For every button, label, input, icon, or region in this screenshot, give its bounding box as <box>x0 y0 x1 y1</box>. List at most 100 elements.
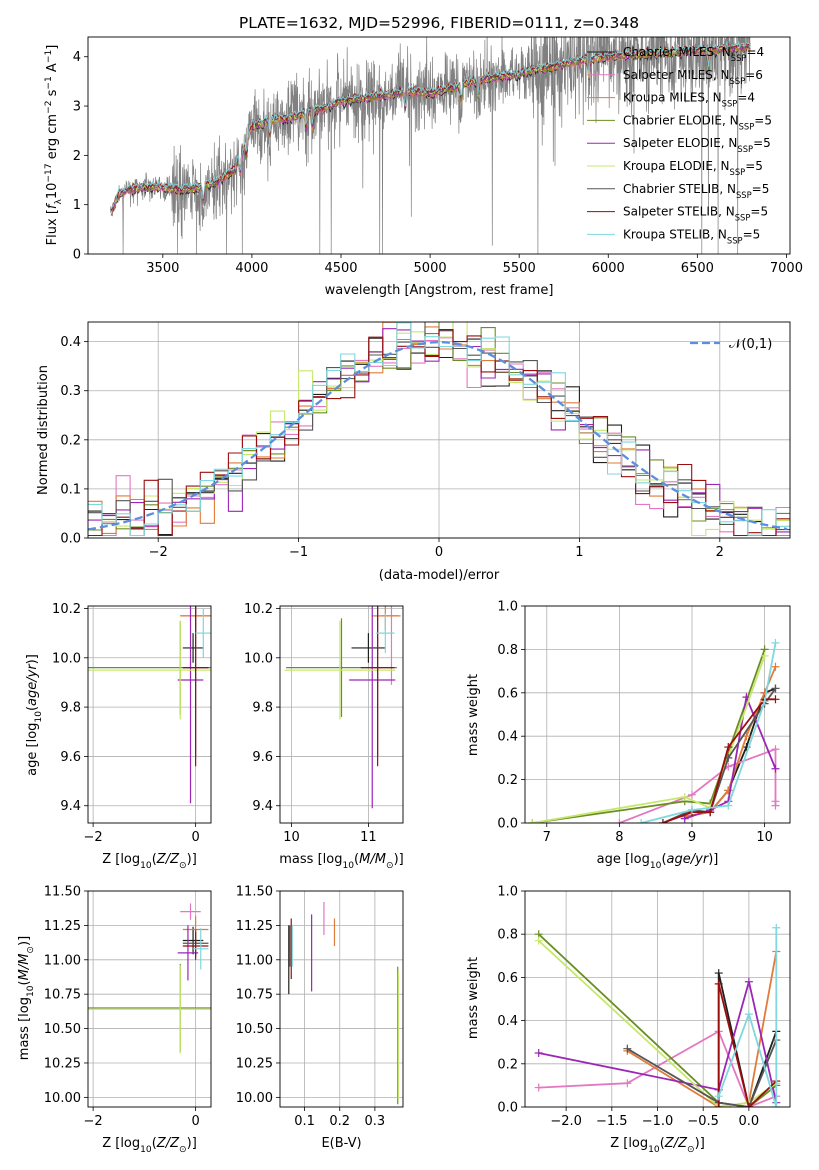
residuals-plot: −2 −1 0 1 2 0.0 0.1 0.2 0.3 0.4 (data-model)/error… <box>36 321 791 583</box>
y-tick-label: 9.4 <box>60 799 81 814</box>
y-axis-label-part: ( <box>25 706 40 711</box>
series-point <box>771 695 780 704</box>
mass-weight-vs-age-grid <box>525 605 790 824</box>
legend-label-part: SSP <box>722 99 738 109</box>
mass-vs-Z-frame: −2 0 10.00 10.25 10.50 10.75 11.00 11.25 11.50 <box>44 885 212 1129</box>
x-tick-label: −2 <box>84 1114 103 1129</box>
axes-frame <box>87 321 791 539</box>
x-tick-label: 11 <box>360 830 377 845</box>
x-axis-label-part: ⊙ <box>687 1145 695 1155</box>
y-axis-label-part: 10 <box>26 985 36 997</box>
legend-label: 𝒩(0,1) <box>729 337 772 352</box>
x-axis-label-part: )] <box>394 852 404 867</box>
series-point <box>771 801 780 810</box>
y-tick-label: 0.6 <box>497 686 518 701</box>
x-tick-label: −2 <box>84 830 103 845</box>
y-tick-label: 10.75 <box>44 988 81 1003</box>
series-point <box>724 801 733 810</box>
x-axis-label-part: ( <box>354 852 359 867</box>
legend-label: Chabrier ELODIE, NSSP=5 <box>623 113 772 131</box>
series-line-kroupa-elodie <box>532 655 766 823</box>
y-tick-label: 0.0 <box>60 532 81 547</box>
age-vs-Z-data <box>88 606 211 804</box>
series-point <box>714 1103 723 1107</box>
series-point <box>680 814 689 823</box>
y-axis-label-part: s <box>45 89 60 100</box>
series-point <box>724 743 733 752</box>
legend-label: Kroupa MILES, NSSP=4 <box>623 91 755 109</box>
legend-label-part: Kroupa MILES, N <box>623 91 722 105</box>
legend-label-part: SSP <box>735 213 751 223</box>
y-tick-label: 0.2 <box>497 1057 518 1072</box>
spectrum-model-line-kroupa-stelib <box>110 40 751 209</box>
y-axis-label-part: ] <box>45 45 60 50</box>
y-tick-label: 11.25 <box>236 919 273 934</box>
legend-label-part: SSP <box>727 235 743 245</box>
x-axis-label-part: ⊙ <box>386 861 394 871</box>
legend: 𝒩(0,1) <box>690 337 772 352</box>
x-tick-label: 0 <box>435 545 443 560</box>
mass-weight-vs-age-data <box>528 638 780 823</box>
legend-label: Kroupa ELODIE, NSSP=5 <box>623 159 763 177</box>
x-axis-label: Z [log10(Z/Z⊙)] <box>102 1136 197 1155</box>
y-tick-label: 10.2 <box>244 602 273 617</box>
y-axis-label-part: λ <box>54 199 64 205</box>
legend-label-part: Kroupa STELIB, N <box>623 227 727 241</box>
x-tick-label: 0.0 <box>739 1114 760 1129</box>
y-axis-label-part: A <box>45 63 60 76</box>
x-tick-label: 7000 <box>770 261 803 276</box>
legend-label-part: SSP <box>730 167 746 177</box>
series-point <box>714 969 723 978</box>
legend-label-part: =5 <box>745 159 763 173</box>
y-tick-label: 10.50 <box>44 1022 81 1037</box>
axes-frame <box>87 890 212 1108</box>
spectrum-model-line-salpeter-stelib <box>110 42 751 211</box>
y-tick-label: 0.0 <box>497 817 518 832</box>
x-axis-label-part: )] <box>695 1136 705 1151</box>
legend-label-part: SSP <box>737 144 753 154</box>
x-axis-label-part: age/yr <box>667 852 710 867</box>
x-tick-label: 8 <box>615 830 623 845</box>
series-point <box>534 1049 543 1057</box>
legend-label-part: Chabrier ELODIE, N <box>623 113 739 127</box>
spectrum-data-line <box>109 37 751 254</box>
x-axis-label-part: Z [log <box>102 1136 140 1151</box>
y-tick-label: 1 <box>73 198 81 213</box>
x-tick-label: 9 <box>688 830 696 845</box>
series-point <box>623 1079 632 1088</box>
mass-vs-EBV-plot: 0.1 0.2 0.3 10.00 10.25 10.50 10.75 11.00 11.25 1… <box>236 885 404 1151</box>
legend-label: Salpeter STELIB, NSSP=5 <box>623 205 768 223</box>
legend-label: Salpeter MILES, NSSP=6 <box>623 68 763 86</box>
series-line-salpeter-stelib <box>717 983 777 1107</box>
axes-frame <box>87 36 791 255</box>
y-axis-label-part: age/yr <box>25 663 40 706</box>
legend-label-part: =6 <box>745 68 763 82</box>
series-point <box>637 819 646 823</box>
y-tick-label: 9.6 <box>60 750 81 765</box>
x-axis-label-part: M/M <box>359 852 386 867</box>
y-axis-label-part: −1 <box>44 50 54 63</box>
x-tick-label: 0.1 <box>294 1114 315 1129</box>
series-line-chabrier-stelib <box>626 1039 778 1107</box>
y-tick-label: 11.00 <box>236 953 273 968</box>
y-tick-label: 0.4 <box>497 1014 518 1029</box>
y-axis-label-part: age [log <box>25 723 40 776</box>
y-tick-label: 10.25 <box>44 1056 81 1071</box>
y-tick-label: 1.0 <box>497 885 518 900</box>
series-point <box>760 651 769 660</box>
y-axis-label-part: Flux [ <box>45 209 60 245</box>
x-axis-label-part: ( <box>661 852 666 867</box>
series-point <box>772 1103 781 1107</box>
y-tick-label: 11.50 <box>44 885 81 900</box>
legend-label-part: =5 <box>743 227 761 241</box>
mass-vs-Z-data <box>88 903 211 1054</box>
series-point <box>744 977 753 986</box>
axes-frame <box>524 605 791 824</box>
x-axis-label-part: Z [log <box>610 1136 648 1151</box>
y-axis-label: Flux [fλ10−17 erg cm−2 s−1 A−1] <box>44 45 64 246</box>
axes-frame <box>524 890 791 1108</box>
x-tick-label: 5000 <box>414 261 447 276</box>
x-axis-label-part: )] <box>187 1136 197 1151</box>
y-tick-label: 11.25 <box>44 919 81 934</box>
